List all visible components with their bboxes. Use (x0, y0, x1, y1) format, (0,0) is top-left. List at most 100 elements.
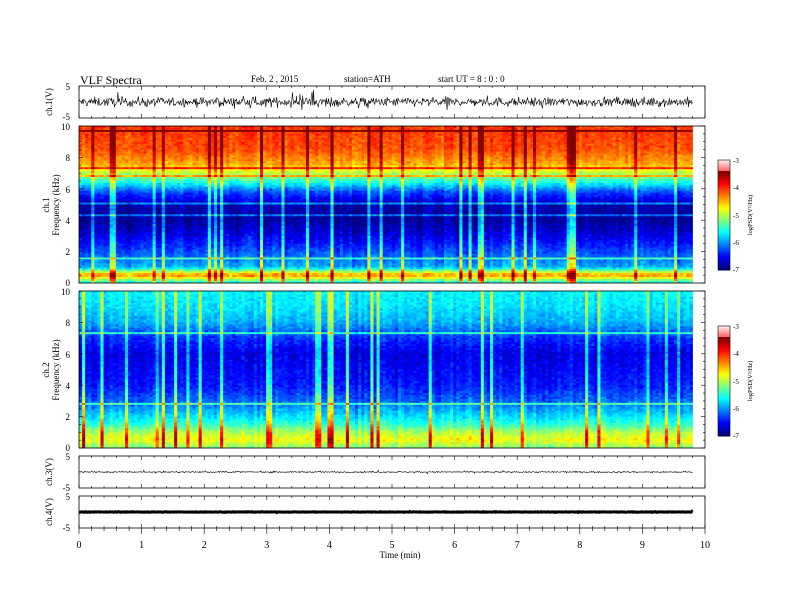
spectrogram-cell (569, 135, 574, 139)
spectrogram-cell (655, 129, 660, 133)
spectrogram-cell (220, 137, 224, 141)
spectrogram-cell (327, 135, 331, 139)
spectrogram-cell (394, 133, 399, 137)
spectrogram-cell (569, 127, 574, 131)
spectrogram-cell (342, 135, 347, 139)
spectrogram-cell (125, 139, 129, 143)
spectrogram-cell (183, 141, 187, 145)
spectrogram-cell (532, 139, 537, 143)
spectrogram-cell (539, 147, 543, 150)
spectrogram-cell (186, 139, 190, 143)
spectrogram-cell (499, 145, 503, 148)
spectrogram-cell (220, 139, 224, 143)
spectrogram-cell (324, 127, 328, 131)
spectrogram-cell (299, 135, 304, 139)
spectrogram-cell (272, 149, 276, 152)
spectrogram-cell (244, 135, 249, 139)
spectrogram-cell (410, 143, 414, 147)
spectrogram-cell (192, 127, 196, 131)
spectrogram-cell (140, 129, 144, 133)
spectrogram-cell (352, 131, 356, 135)
spectrogram-cell (416, 145, 420, 148)
spectrogram-cell (318, 139, 322, 143)
spectrogram-cell (128, 135, 132, 139)
spectrogram-cell (309, 133, 313, 137)
spectrogram-cell (97, 143, 101, 147)
spectrogram-cell (554, 135, 558, 139)
spectrogram-cell (664, 137, 669, 141)
spectrogram-cell (661, 126, 666, 129)
spectrogram-cell (545, 141, 549, 145)
spectrogram-cell (109, 139, 114, 143)
spectrogram-cell (315, 129, 319, 133)
spectrogram-cell (496, 126, 500, 129)
spectrogram-cell (220, 149, 224, 152)
spectrogram-cell (677, 143, 681, 147)
spectrogram-cell (413, 133, 417, 137)
spectrogram-cell (97, 149, 101, 152)
spectrogram-cell (177, 131, 181, 135)
spectrogram-cell (557, 131, 561, 135)
spectrogram-cell (171, 141, 175, 145)
spectrogram-cell (667, 139, 672, 143)
spectrogram-cell (198, 129, 203, 133)
spectrogram-cell (557, 135, 561, 139)
spectrogram-cell (388, 127, 393, 131)
spectrogram-cell (398, 126, 402, 129)
spectrogram-cell (336, 139, 341, 143)
spectrogram-cell (434, 145, 439, 148)
spectrogram-cell (532, 126, 537, 129)
spectrogram-cell (281, 147, 285, 150)
spectrogram-cell (603, 133, 607, 137)
spectrogram-cell (177, 135, 181, 139)
spectrogram-cell (612, 133, 617, 137)
spectrogram-cell (468, 127, 473, 131)
spectrogram-cell (425, 126, 430, 129)
spectrogram-cell (266, 135, 270, 139)
spectrogram-cell (82, 141, 86, 145)
spectrogram-cell (634, 131, 638, 135)
spectrogram-cell (82, 147, 86, 150)
spectrogram-cell (539, 133, 543, 137)
spectrogram-cell (305, 131, 310, 135)
spectrogram-cell (82, 143, 86, 147)
spectrogram-cell (235, 145, 239, 148)
spectrogram-cell (97, 127, 101, 131)
spectrogram-cell (572, 135, 577, 139)
spectrogram-cell (370, 147, 374, 150)
spectrogram-cell (131, 126, 135, 129)
spectrogram-cell (572, 143, 577, 147)
spectrogram-cell (256, 141, 261, 145)
spectrogram-cell (480, 141, 485, 145)
spectrogram-cell (640, 139, 644, 143)
spectrogram-cell (542, 143, 546, 147)
spectrogram-cell (143, 135, 147, 139)
spectrogram-cell (474, 143, 479, 147)
spectrogram-cell (106, 139, 111, 143)
spectrogram-cell (370, 129, 374, 133)
spectrogram-cell (428, 137, 433, 141)
spectrogram-cell (256, 127, 261, 131)
spectrogram-cell (407, 137, 411, 141)
spectrogram-cell (444, 141, 448, 145)
spectrogram-cell (689, 135, 693, 139)
spectrogram-cell (140, 143, 144, 147)
spectrogram-cell (186, 137, 190, 141)
spectrogram-cell (333, 135, 338, 139)
spectrogram-cell (615, 133, 620, 137)
spectrogram-cell (352, 137, 356, 141)
spectrogram-cell (309, 126, 313, 129)
spectrogram-cell (683, 143, 687, 147)
spectrogram-cell (585, 135, 589, 139)
spectrogram-cell (468, 149, 473, 152)
spectrogram-cell (330, 126, 334, 129)
spectrogram-cell (637, 127, 641, 131)
spectrogram-cell (272, 143, 276, 147)
spectrogram-cell (667, 127, 672, 131)
spectrogram-cell (204, 133, 209, 137)
spectrogram-cell (355, 131, 359, 135)
spectrogram-cell (413, 135, 417, 139)
spectrogram-cell (91, 149, 95, 152)
spectrogram-cell (318, 137, 322, 141)
spectrogram-cell (416, 139, 420, 143)
